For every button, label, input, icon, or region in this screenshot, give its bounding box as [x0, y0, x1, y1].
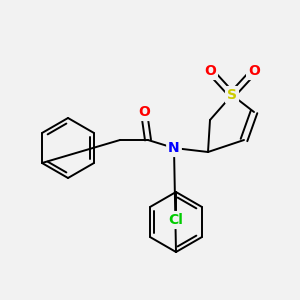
- Text: O: O: [204, 64, 216, 78]
- Text: O: O: [248, 64, 260, 78]
- Text: O: O: [138, 105, 150, 119]
- Text: Cl: Cl: [169, 213, 183, 227]
- Text: S: S: [227, 88, 237, 102]
- Text: N: N: [168, 141, 180, 155]
